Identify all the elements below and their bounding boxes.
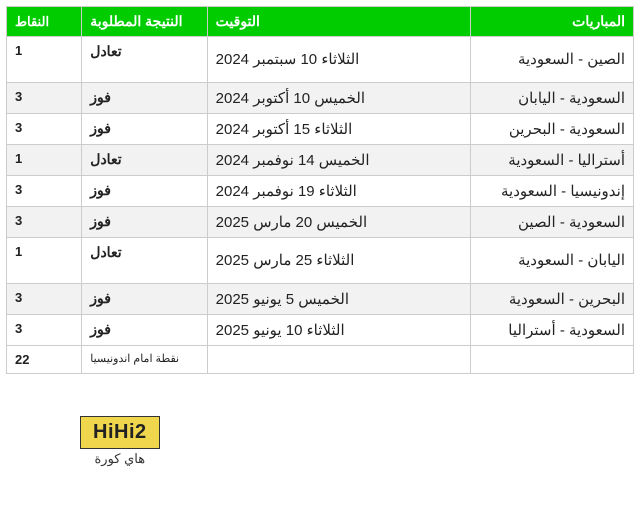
cell-points: 3 — [7, 176, 82, 207]
cell-points: 1 — [7, 37, 82, 83]
table-row: أستراليا - السعوديةالخميس 14 نوفمبر 2024… — [7, 145, 634, 176]
cell-match: السعودية - أستراليا — [470, 315, 633, 346]
cell-points: 3 — [7, 114, 82, 145]
cell-result: فوز — [82, 83, 207, 114]
table-row: السعودية - أسترالياالثلاثاء 10 يونيو 202… — [7, 315, 634, 346]
table-header-row: المباريات التوقيت النتيجة المطلوبة النقا… — [7, 7, 634, 37]
cell-date: الثلاثاء 25 مارس 2025 — [207, 238, 470, 284]
footer-empty-match — [470, 346, 633, 374]
footer-empty-date — [207, 346, 470, 374]
cell-points: 3 — [7, 284, 82, 315]
cell-date: الثلاثاء 10 سبتمبر 2024 — [207, 37, 470, 83]
col-header-result: النتيجة المطلوبة — [82, 7, 207, 37]
cell-date: الخميس 20 مارس 2025 — [207, 207, 470, 238]
cell-match: الصين - السعودية — [470, 37, 633, 83]
col-header-points: النقاط — [7, 7, 82, 37]
cell-points: 1 — [7, 145, 82, 176]
footer-note: نقطة امام اندونيسيا — [82, 346, 207, 374]
cell-date: الخميس 10 أكتوبر 2024 — [207, 83, 470, 114]
brand-logo-area: HiHi2 هاي كورة — [80, 416, 160, 467]
table-row: الصين - السعوديةالثلاثاء 10 سبتمبر 2024ت… — [7, 37, 634, 83]
table-row: السعودية - الصينالخميس 20 مارس 2025فوز3 — [7, 207, 634, 238]
cell-match: السعودية - البحرين — [470, 114, 633, 145]
cell-points: 3 — [7, 83, 82, 114]
cell-match: أستراليا - السعودية — [470, 145, 633, 176]
col-header-date: التوقيت — [207, 7, 470, 37]
schedule-table: المباريات التوقيت النتيجة المطلوبة النقا… — [6, 6, 634, 374]
cell-date: الثلاثاء 19 نوفمبر 2024 — [207, 176, 470, 207]
col-header-match: المباريات — [470, 7, 633, 37]
cell-match: السعودية - اليابان — [470, 83, 633, 114]
cell-date: الخميس 5 يونيو 2025 — [207, 284, 470, 315]
cell-points: 1 — [7, 238, 82, 284]
table-row: البحرين - السعوديةالخميس 5 يونيو 2025فوز… — [7, 284, 634, 315]
cell-match: اليابان - السعودية — [470, 238, 633, 284]
cell-result: تعادل — [82, 145, 207, 176]
cell-points: 3 — [7, 315, 82, 346]
brand-tagline: هاي كورة — [80, 451, 160, 467]
schedule-table-wrap: المباريات التوقيت النتيجة المطلوبة النقا… — [0, 0, 640, 374]
table-row: السعودية - البحرينالثلاثاء 15 أكتوبر 202… — [7, 114, 634, 145]
table-row: اليابان - السعوديةالثلاثاء 25 مارس 2025ت… — [7, 238, 634, 284]
cell-points: 3 — [7, 207, 82, 238]
cell-result: تعادل — [82, 37, 207, 83]
table-footer-row: نقطة امام اندونيسيا 22 — [7, 346, 634, 374]
cell-result: فوز — [82, 315, 207, 346]
cell-result: فوز — [82, 207, 207, 238]
cell-result: فوز — [82, 176, 207, 207]
cell-date: الثلاثاء 15 أكتوبر 2024 — [207, 114, 470, 145]
cell-result: فوز — [82, 114, 207, 145]
cell-result: فوز — [82, 284, 207, 315]
cell-match: إندونيسيا - السعودية — [470, 176, 633, 207]
table-row: إندونيسيا - السعوديةالثلاثاء 19 نوفمبر 2… — [7, 176, 634, 207]
footer-total-points: 22 — [7, 346, 82, 374]
brand-logo-box: HiHi2 — [80, 416, 160, 449]
table-body: الصين - السعوديةالثلاثاء 10 سبتمبر 2024ت… — [7, 37, 634, 346]
cell-match: السعودية - الصين — [470, 207, 633, 238]
cell-date: الثلاثاء 10 يونيو 2025 — [207, 315, 470, 346]
table-row: السعودية - اليابانالخميس 10 أكتوبر 2024ف… — [7, 83, 634, 114]
cell-date: الخميس 14 نوفمبر 2024 — [207, 145, 470, 176]
cell-match: البحرين - السعودية — [470, 284, 633, 315]
cell-result: تعادل — [82, 238, 207, 284]
